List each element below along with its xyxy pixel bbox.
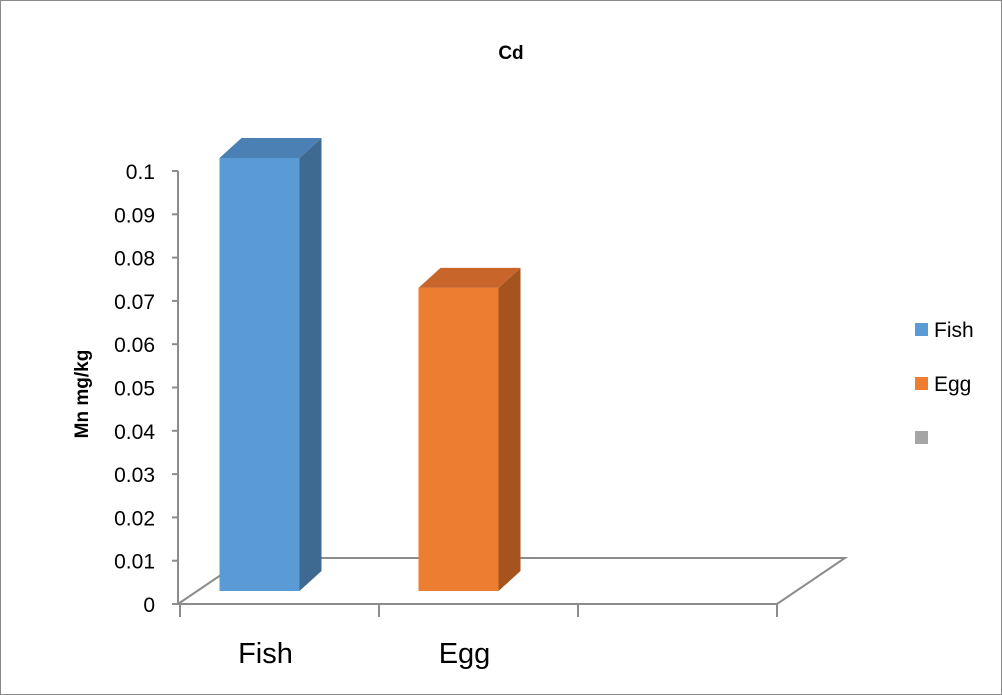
legend-item: Fish bbox=[915, 319, 974, 342]
y-axis: 0 0.01 0.02 0.03 0.04 0.05 0.06 0.07 0.08 0.09 0.1 bbox=[114, 161, 179, 617]
legend-item bbox=[915, 431, 928, 444]
bar-front bbox=[418, 287, 499, 591]
bar-fish bbox=[219, 138, 322, 591]
legend: Fish Egg bbox=[915, 319, 974, 444]
legend-label: Fish bbox=[934, 319, 974, 342]
legend-swatch bbox=[915, 323, 928, 336]
legend-item: Egg bbox=[915, 373, 971, 396]
y-tick-label: 0.02 bbox=[114, 507, 155, 530]
x-tick-label: Egg bbox=[439, 638, 491, 670]
y-axis-label: Mn mg/kg bbox=[72, 350, 93, 439]
bar-side bbox=[299, 138, 322, 591]
y-tick-label: 0.05 bbox=[114, 378, 155, 401]
y-tick-label: 0.04 bbox=[114, 421, 155, 444]
bar-top bbox=[418, 267, 521, 288]
y-tick-label: 0.06 bbox=[114, 334, 155, 357]
legend-swatch bbox=[915, 431, 928, 444]
bar-side bbox=[498, 267, 521, 591]
bar-front bbox=[219, 158, 300, 591]
y-tick-label: 0.08 bbox=[114, 248, 155, 271]
y-tick-label: 0.1 bbox=[126, 161, 155, 184]
chart-title: Cd bbox=[498, 43, 523, 64]
y-tick-label: 0.01 bbox=[114, 551, 155, 574]
bar-egg bbox=[418, 267, 521, 591]
y-tick-label: 0.09 bbox=[114, 204, 155, 227]
legend-swatch bbox=[915, 377, 928, 390]
bars bbox=[219, 138, 521, 591]
bar-top bbox=[219, 138, 322, 158]
y-tick-label: 0.03 bbox=[114, 464, 155, 487]
x-tick-label: Fish bbox=[238, 638, 293, 670]
y-tick-label: 0.07 bbox=[114, 291, 155, 314]
x-axis: Fish Egg bbox=[179, 604, 778, 670]
y-tick-label: 0 bbox=[143, 594, 155, 617]
legend-label: Egg bbox=[934, 373, 971, 396]
